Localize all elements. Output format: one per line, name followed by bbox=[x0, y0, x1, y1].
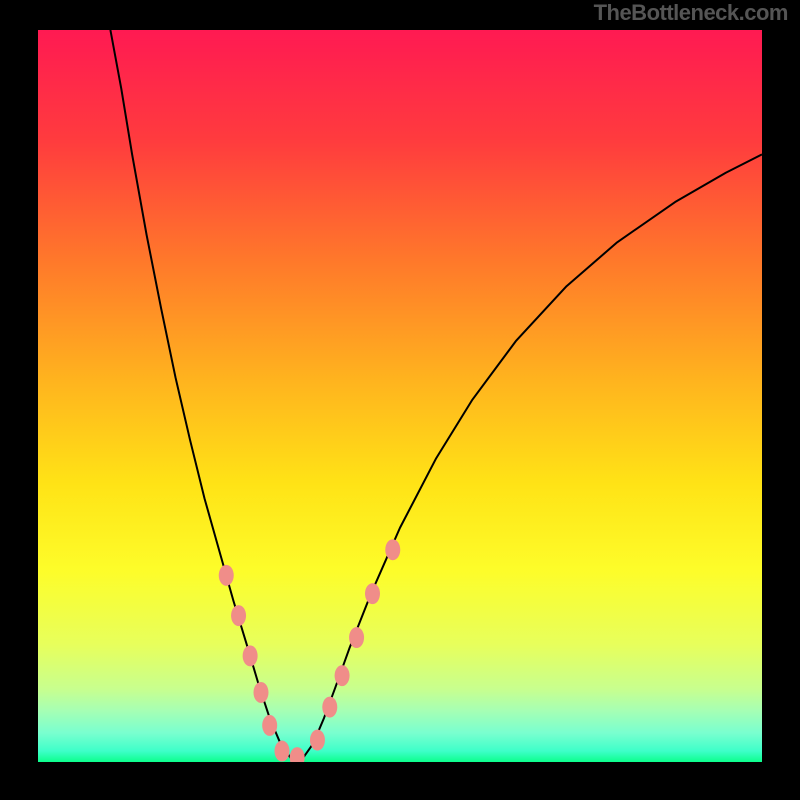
bead-marker bbox=[385, 539, 400, 560]
bead-marker bbox=[349, 627, 364, 648]
plot-area bbox=[38, 30, 762, 762]
bead-marker bbox=[262, 715, 277, 736]
bead-marker bbox=[310, 730, 325, 751]
bead-marker bbox=[219, 565, 234, 586]
bead-marker bbox=[365, 583, 380, 604]
bead-marker bbox=[335, 665, 350, 686]
bead-marker bbox=[243, 645, 258, 666]
bead-marker bbox=[322, 697, 337, 718]
gradient-background bbox=[38, 30, 762, 762]
bead-marker bbox=[253, 682, 268, 703]
bead-marker bbox=[231, 605, 246, 626]
chart-container: TheBottleneck.com bbox=[0, 0, 800, 800]
bead-marker bbox=[274, 741, 289, 762]
bottleneck-chart bbox=[38, 30, 762, 762]
watermark-text: TheBottleneck.com bbox=[594, 0, 788, 26]
